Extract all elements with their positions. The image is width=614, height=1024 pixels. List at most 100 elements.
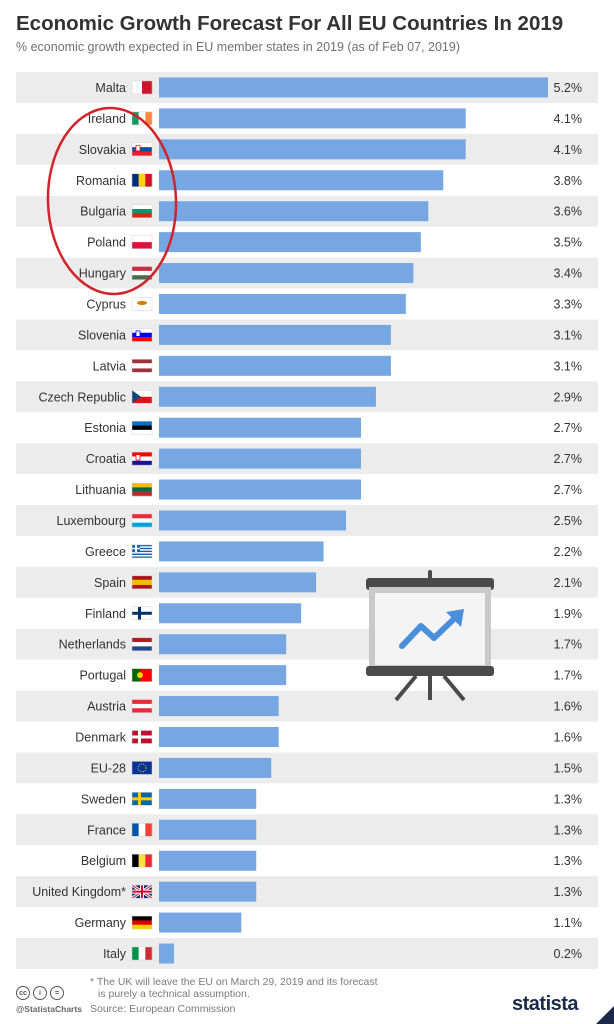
category-label: Poland — [87, 236, 126, 250]
flag-icon — [131, 823, 153, 837]
flag-icon — [131, 142, 153, 157]
flag-icon — [131, 173, 153, 188]
bar — [159, 170, 444, 191]
category-label: Austria — [87, 700, 126, 714]
value-label: 2.1% — [554, 576, 583, 590]
twitter-handle: @StatistaCharts — [16, 1004, 82, 1014]
row-stripe — [16, 752, 598, 784]
bar — [159, 201, 429, 222]
flag-icon — [131, 637, 153, 651]
category-label: Slovakia — [79, 143, 126, 157]
bar — [159, 386, 376, 407]
flag-icon — [131, 699, 153, 713]
value-label: 3.5% — [554, 236, 583, 250]
bar — [159, 634, 287, 655]
value-label: 3.8% — [554, 174, 583, 188]
flag-icon — [131, 328, 153, 342]
value-label: 2.7% — [554, 483, 583, 497]
bar — [159, 881, 257, 902]
category-label: Slovenia — [78, 328, 126, 342]
category-label: Belgium — [81, 854, 126, 868]
row-stripe — [16, 814, 598, 846]
bar — [159, 77, 548, 98]
value-label: 3.6% — [554, 205, 583, 219]
bar — [159, 108, 466, 129]
category-label: Malta — [95, 81, 126, 95]
no-derivatives-icon: = — [50, 986, 64, 1000]
statista-logo[interactable]: statista — [512, 993, 579, 1015]
bar — [159, 139, 466, 160]
creative-commons-icons: cc i = — [16, 986, 64, 1000]
value-label: 5.2% — [554, 81, 583, 95]
category-label: Cyprus — [86, 297, 126, 311]
category-label: Luxembourg — [57, 514, 127, 528]
value-label: 1.9% — [554, 607, 583, 621]
value-label: 4.1% — [554, 143, 583, 157]
category-label: United Kingdom* — [32, 885, 126, 899]
value-label: 1.5% — [554, 761, 583, 775]
flag-icon — [131, 606, 153, 621]
row-stripe — [16, 690, 598, 722]
flag-icon — [131, 761, 153, 775]
row-stripe — [16, 628, 598, 660]
value-label: 2.7% — [554, 421, 583, 435]
bar — [159, 696, 279, 717]
highlight-circle — [46, 106, 178, 296]
category-label: Lithuania — [75, 483, 126, 497]
value-label: 1.6% — [554, 730, 583, 744]
category-label: Denmark — [75, 730, 126, 744]
bar-chart: Malta 5.2% Ireland 4.1% Slovakia 4.1% Romania 3… — [16, 72, 598, 969]
bar — [159, 263, 414, 284]
bar — [159, 665, 287, 686]
flag-icon — [131, 359, 153, 373]
category-label: Italy — [103, 947, 127, 961]
category-label: Bulgaria — [80, 205, 126, 219]
row-stripe — [16, 876, 598, 908]
value-label: 2.2% — [554, 545, 583, 559]
flag-icon — [131, 946, 153, 961]
category-label: Sweden — [81, 792, 126, 806]
bar — [159, 355, 391, 376]
logo-corner-mark — [596, 1006, 614, 1024]
value-label: 1.3% — [554, 792, 583, 806]
row-stripe — [16, 938, 598, 969]
flag-icon — [131, 730, 153, 744]
flag-icon — [131, 451, 153, 466]
value-label: 0.2% — [554, 947, 583, 961]
category-label: Netherlands — [59, 638, 126, 652]
bar — [159, 850, 257, 871]
value-label: 1.3% — [554, 823, 583, 837]
flag-icon — [131, 235, 153, 249]
flag-icon — [131, 668, 153, 682]
category-label: Greece — [85, 545, 126, 559]
flag-icon — [131, 297, 153, 311]
presentation-icon — [366, 570, 494, 702]
category-label: Czech Republic — [38, 390, 126, 404]
category-label: EU-28 — [91, 761, 126, 775]
cc-icon: cc — [16, 986, 30, 1000]
category-label: Finland — [85, 607, 126, 621]
flag-icon — [131, 266, 153, 280]
flag-icon — [131, 420, 153, 435]
bar — [159, 726, 279, 747]
attribution-icon: i — [33, 986, 47, 1000]
value-label: 3.1% — [554, 359, 583, 373]
bar — [159, 943, 174, 964]
category-label: France — [87, 823, 126, 837]
bar — [159, 293, 406, 314]
category-label: Croatia — [86, 452, 126, 466]
category-label: Ireland — [88, 112, 126, 126]
value-label: 1.1% — [554, 916, 583, 930]
value-label: 2.7% — [554, 452, 583, 466]
bar — [159, 417, 361, 438]
flag-icon — [131, 915, 153, 930]
bar — [159, 819, 257, 840]
category-label: Portugal — [79, 669, 126, 683]
flag-icon — [131, 883, 153, 900]
category-label: Estonia — [84, 421, 126, 435]
value-label: 3.3% — [554, 297, 583, 311]
source-note: Source: European Commission — [90, 1003, 236, 1015]
bar — [159, 788, 257, 809]
footnote-line-1: * The UK will leave the EU on March 29, … — [90, 976, 378, 988]
value-label: 4.1% — [554, 112, 583, 126]
